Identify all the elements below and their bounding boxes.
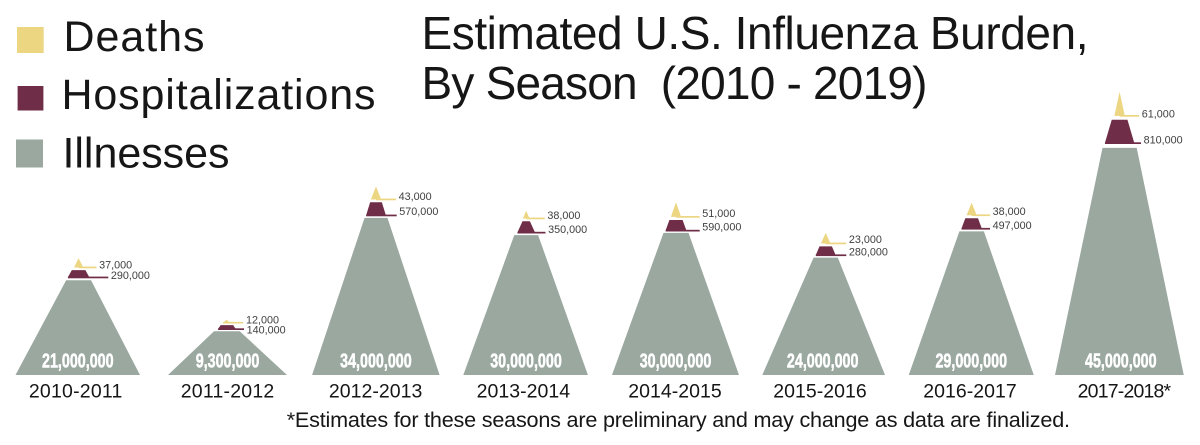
svg-text:2010-2011: 2010-2011 xyxy=(29,381,123,403)
svg-text:24,000,000: 24,000,000 xyxy=(787,350,859,373)
svg-text:12,000: 12,000 xyxy=(246,314,279,326)
svg-text:2013-2014: 2013-2014 xyxy=(477,381,571,403)
svg-text:61,000: 61,000 xyxy=(1142,109,1175,121)
svg-text:37,000: 37,000 xyxy=(99,259,132,271)
svg-text:51,000: 51,000 xyxy=(702,208,735,220)
svg-text:Deaths: Deaths xyxy=(64,13,205,61)
svg-text:290,000: 290,000 xyxy=(111,270,150,282)
svg-text:21,000,000: 21,000,000 xyxy=(42,350,114,373)
svg-text:43,000: 43,000 xyxy=(399,191,432,203)
svg-text:280,000: 280,000 xyxy=(849,246,888,258)
svg-text:34,000,000: 34,000,000 xyxy=(340,350,412,373)
svg-text:350,000: 350,000 xyxy=(548,224,587,236)
svg-text:9,300,000: 9,300,000 xyxy=(196,350,260,373)
svg-text:2016-2017: 2016-2017 xyxy=(923,381,1017,403)
svg-text:30,000,000: 30,000,000 xyxy=(490,350,562,373)
svg-text:810,000: 810,000 xyxy=(1144,134,1183,146)
svg-text:23,000: 23,000 xyxy=(849,234,882,246)
svg-text:*Estimates for these seasons a: *Estimates for these seasons are prelimi… xyxy=(287,407,1070,432)
svg-text:2017-2018*: 2017-2018* xyxy=(1078,381,1172,403)
svg-text:140,000: 140,000 xyxy=(247,324,286,336)
svg-text:497,000: 497,000 xyxy=(993,220,1032,232)
svg-text:45,000,000: 45,000,000 xyxy=(1085,350,1157,373)
svg-text:By Season (2010 - 2019): By Season (2010 - 2019) xyxy=(422,57,928,109)
svg-text:38,000: 38,000 xyxy=(547,210,580,222)
svg-text:570,000: 570,000 xyxy=(399,206,438,218)
svg-text:38,000: 38,000 xyxy=(993,206,1026,218)
svg-text:Illnesses: Illnesses xyxy=(63,130,230,178)
svg-text:2011-2012: 2011-2012 xyxy=(181,381,275,403)
svg-text:590,000: 590,000 xyxy=(702,222,741,234)
svg-text:29,000,000: 29,000,000 xyxy=(935,350,1007,373)
svg-text:2012-2013: 2012-2013 xyxy=(329,381,423,403)
svg-text:30,000,000: 30,000,000 xyxy=(640,350,712,373)
svg-text:Hospitalizations: Hospitalizations xyxy=(62,71,376,119)
svg-text:Estimated U.S. Influenza Burde: Estimated U.S. Influenza Burden, xyxy=(422,7,1089,59)
svg-text:2015-2016: 2015-2016 xyxy=(773,381,867,403)
svg-text:2014-2015: 2014-2015 xyxy=(628,381,722,403)
